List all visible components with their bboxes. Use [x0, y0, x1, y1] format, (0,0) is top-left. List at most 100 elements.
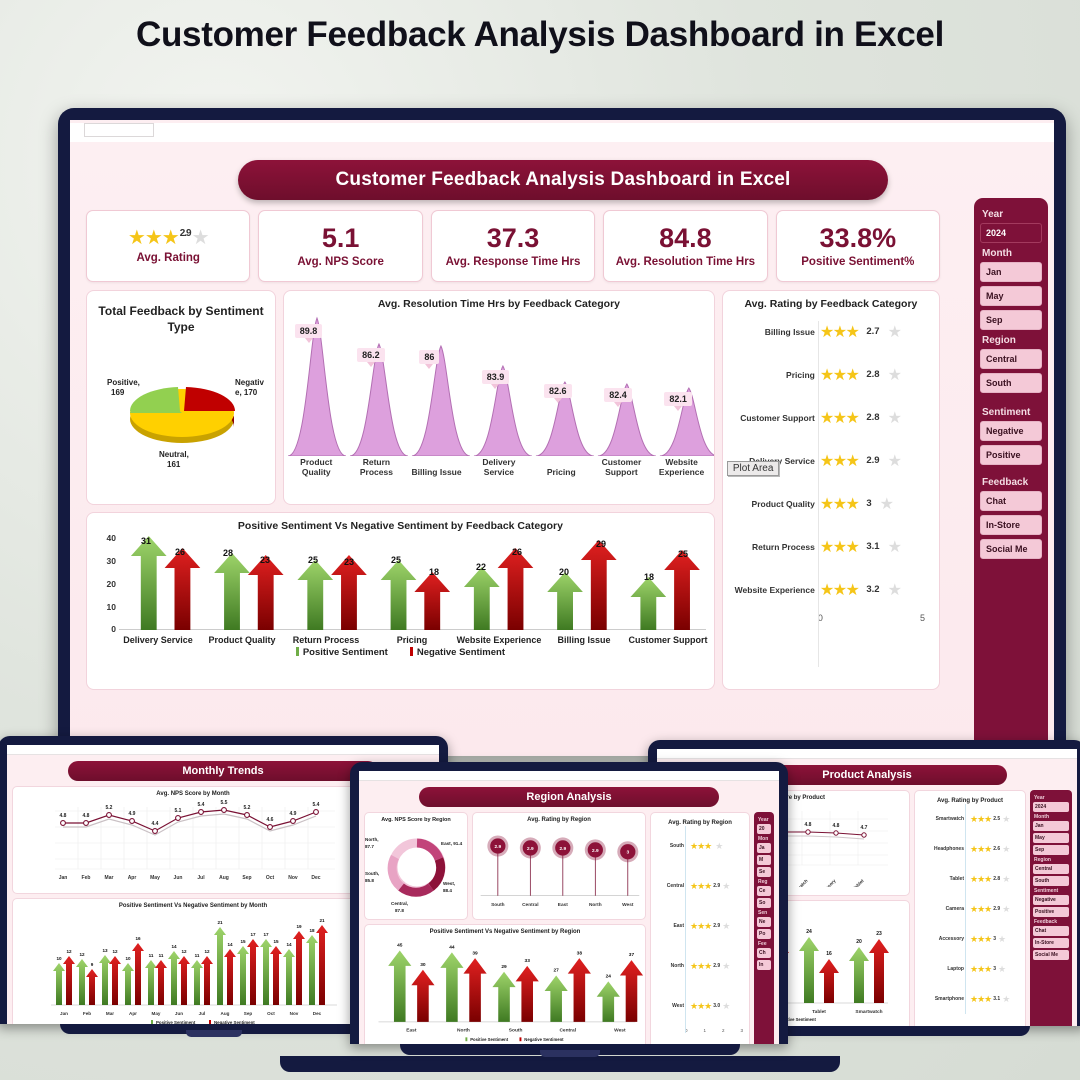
chart-positive-vs-negative-by-category[interactable]: Positive Sentiment Vs Negative Sentiment… — [86, 512, 715, 690]
category-label: Customer Support — [628, 635, 708, 645]
legend-swatch-positive — [295, 647, 299, 656]
slicer-item-in-store[interactable]: In-Store — [1033, 938, 1069, 948]
slicer-item-may[interactable]: M — [757, 855, 771, 865]
pie-label-neutral: Neutral, — [159, 450, 189, 459]
x-axis-line — [119, 629, 706, 630]
slicer-item-social-media[interactable]: Social Me — [980, 539, 1042, 559]
rating-category: Website Experience — [734, 584, 815, 595]
data-label: 83.9 — [481, 370, 510, 384]
region-laptop-base — [400, 1044, 740, 1055]
product-laptop-base — [700, 1026, 1030, 1036]
svg-text:161: 161 — [167, 460, 181, 469]
chart-sentiment-by-month[interactable]: Positive Sentiment Vs Negative Sentiment… — [12, 898, 374, 1024]
svg-text:5.2: 5.2 — [244, 805, 251, 811]
slicer-item-central[interactable]: Central — [980, 349, 1042, 369]
category-label: Billing Issue — [411, 467, 462, 478]
category-label: Delivery Service — [482, 456, 516, 478]
slicer-item-in-store[interactable]: In — [757, 960, 771, 970]
slicer-item-sep[interactable]: Sep — [980, 310, 1042, 330]
slicer-item-in-store[interactable]: In-Store — [980, 515, 1042, 535]
data-label: 23 — [344, 557, 355, 567]
svg-text:2.9: 2.9 — [495, 844, 502, 850]
chart-resolution-by-region[interactable]: Avg. NPS Score by Region North, 87.7 — [364, 812, 468, 920]
rating-category: Return Process — [752, 541, 815, 552]
slicer-item-jan[interactable]: Jan — [980, 262, 1042, 282]
svg-text:17: 17 — [263, 932, 269, 937]
slicer-item-social-media[interactable]: Social Me — [1033, 950, 1069, 960]
svg-text:16: 16 — [826, 951, 832, 957]
svg-text:44: 44 — [449, 945, 455, 951]
svg-text:11: 11 — [159, 953, 164, 958]
chart-total-feedback-by-sentiment[interactable]: Total Feedback by Sentiment Type — [86, 290, 276, 505]
svg-text:Aug: Aug — [219, 875, 229, 881]
name-box[interactable] — [84, 123, 154, 137]
svg-text:Smartwatch: Smartwatch — [855, 1009, 882, 1015]
slicer-item-negative[interactable]: Ne — [757, 917, 771, 927]
svg-text:14: 14 — [286, 942, 292, 947]
product-slicer-panel: Year 2024 Month Jan May Sep Region Centr… — [1030, 790, 1072, 1026]
rating-value: 2.8 — [866, 369, 880, 380]
svg-text:45: 45 — [397, 943, 403, 949]
chart-rating-by-region[interactable]: Avg. Rating by Region South ★★★ ★ Central ★… — [650, 812, 750, 1044]
svg-text:Jul: Jul — [197, 875, 205, 881]
slicer-item-positive[interactable]: Positive — [1033, 907, 1069, 917]
svg-text:3: 3 — [626, 850, 629, 856]
slicer-item-sep[interactable]: Sep — [1033, 845, 1069, 855]
pie-svg: Positive, 169 Negativ e, 170 Neutral, 16… — [107, 378, 264, 469]
slicer-item-2024[interactable]: 2024 — [980, 223, 1042, 243]
slicer-item-central[interactable]: Ce — [757, 886, 771, 896]
slicer-item-chat[interactable]: Chat — [1033, 926, 1069, 936]
slicer-item-south[interactable]: So — [757, 898, 771, 908]
svg-text:17: 17 — [250, 932, 256, 937]
mini-banner-title: Region Analysis — [419, 787, 719, 807]
rating-row: Billing Issue ★ ★ ★ 2.7 ★ — [723, 310, 939, 353]
rating-value: 3 — [866, 498, 872, 509]
slicer-item-positive[interactable]: Po — [757, 929, 771, 939]
slicer-item-may[interactable]: May — [980, 286, 1042, 306]
slicer-item-negative[interactable]: Negative — [1033, 895, 1069, 905]
slicer-item-may[interactable]: May — [1033, 833, 1069, 843]
kpi-avg-rating: ★ ★ ★ 2.9 ★ Avg. Rating — [86, 210, 251, 282]
data-label: 25 — [678, 549, 689, 559]
data-label: 82.6 — [544, 384, 572, 398]
svg-text:Feb: Feb — [82, 875, 91, 881]
axis-tick-max: 5 — [919, 613, 925, 623]
svg-text:North: North — [457, 1028, 470, 1034]
svg-text:Jun: Jun — [174, 875, 183, 881]
chart-nps-by-region[interactable]: Avg. Rating by Region — [472, 812, 646, 920]
chart-rating-by-product[interactable]: Avg. Rating by Product Smartwatch ★★★ 2.5 ★… — [914, 790, 1026, 1026]
svg-text:Jan: Jan — [60, 1011, 68, 1016]
svg-text:10: 10 — [56, 956, 62, 961]
month-bars-svg: 10 12 12 9 13 12 10 16 11 11 14 12 11 12 21 14 1… — [51, 918, 337, 1024]
value-axis-line — [965, 804, 966, 1014]
svg-text:14: 14 — [227, 942, 233, 947]
slicer-item-central[interactable]: Central — [1033, 864, 1069, 874]
svg-text:4.7: 4.7 — [861, 825, 868, 831]
donut-svg: North, 87.7 East, 91.4 South, 85.8 West, 88… — [365, 837, 463, 913]
slicer-item-chat[interactable]: Ch — [757, 948, 771, 958]
slicer-item-2024[interactable]: 2024 — [1033, 802, 1069, 812]
slicer-item-negative[interactable]: Negative — [980, 421, 1042, 441]
chart-avg-resolution-time-by-category[interactable]: Avg. Resolution Time Hrs by Feedback Cat… — [283, 290, 715, 505]
svg-text:East: East — [406, 1028, 417, 1034]
svg-text:18: 18 — [309, 928, 315, 933]
svg-text:Sep: Sep — [242, 875, 251, 881]
rating-value: 3.2 — [866, 584, 880, 595]
slicer-item-positive[interactable]: Positive — [980, 445, 1042, 465]
slicer-item-jan[interactable]: Jan — [1033, 821, 1069, 831]
star-outline-icon: ★ — [887, 538, 902, 556]
chart-sentiment-by-region[interactable]: Positive Sentiment Vs Negative Sentiment… — [364, 924, 646, 1044]
chart-nps-by-month[interactable]: Avg. NPS Score by Month — [12, 786, 374, 894]
slicer-item-sep[interactable]: Se — [757, 867, 771, 877]
category-label: Billing Issue — [557, 635, 611, 645]
data-label: 23 — [260, 555, 271, 565]
slicer-item-chat[interactable]: Chat — [980, 491, 1042, 511]
slicer-item-south[interactable]: South — [1033, 876, 1069, 886]
chart-avg-rating-by-category[interactable]: Avg. Rating by Feedback Category Billing… — [721, 290, 940, 690]
svg-text:33: 33 — [525, 958, 531, 964]
slicer-item-jan[interactable]: Ja — [757, 843, 771, 853]
rating-stars: ★ ★ ★ — [819, 366, 860, 384]
slicer-item-south[interactable]: South — [980, 373, 1042, 393]
slicer-item-2024[interactable]: 20 — [757, 824, 771, 834]
kpi-value: 33.8% — [819, 222, 897, 253]
